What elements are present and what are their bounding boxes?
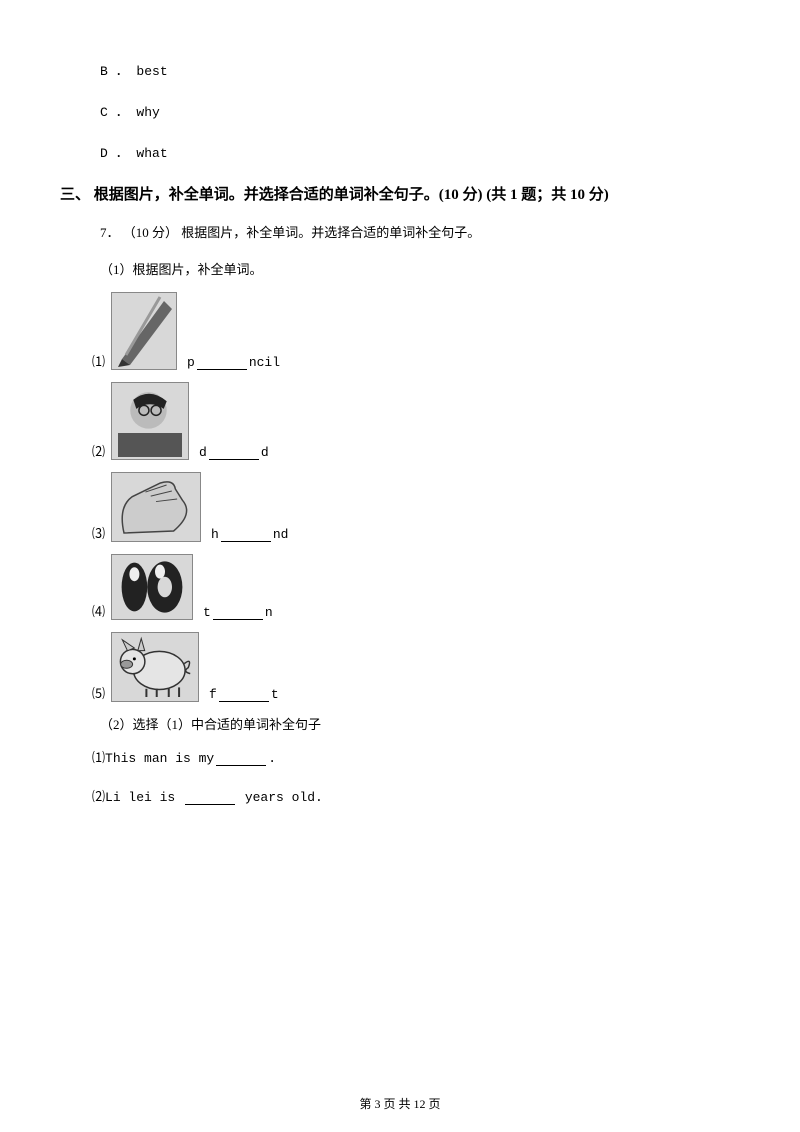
option-text: why [136, 105, 159, 120]
item-image [111, 632, 199, 702]
option-d: D ． what [100, 142, 740, 161]
question-num: 7． [100, 225, 120, 240]
word-item: ⑵ d d [92, 382, 740, 460]
option-text: what [136, 146, 167, 161]
word-item: ⑸ f t [92, 632, 740, 702]
item-number: ⑸ [92, 683, 105, 702]
item-number: ⑶ [92, 523, 105, 542]
word-prefix: t [203, 605, 211, 620]
word-suffix: ncil [249, 355, 280, 370]
question-text: 根据图片，补全单词。并选择合适的单词补全句子。 [181, 225, 480, 240]
section-title-text: 根据图片，补全单词。并选择合适的单词补全句子。(10 分) (共 1 题；共 1… [94, 187, 609, 203]
word-prefix: h [211, 527, 219, 542]
word-item: ⑶ h nd [92, 472, 740, 542]
question-7: 7． （10 分） 根据图片，补全单词。并选择合适的单词补全句子。 [100, 222, 740, 241]
sentence-post: . [268, 751, 276, 766]
part2-sentences: ⑴This man is my. ⑵Li lei is years old. [60, 747, 740, 805]
item-number: ⑴ [92, 351, 105, 370]
word-prefix: p [187, 355, 195, 370]
fill-blank[interactable] [197, 355, 247, 370]
sentence-number: ⑴ [92, 751, 105, 766]
sentence-post: years old. [237, 790, 323, 805]
item-image [111, 292, 177, 370]
option-letter: B [100, 64, 108, 79]
option-text: best [136, 64, 167, 79]
option-letter: D [100, 146, 108, 161]
fill-blank[interactable] [221, 527, 271, 542]
part1-items: ⑴ p ncil ⑵ d d ⑶ [60, 292, 740, 702]
fill-blank[interactable] [216, 751, 266, 766]
part1-label: （1）根据图片，补全单词。 [100, 259, 740, 278]
sentence-item: ⑴This man is my. [92, 747, 740, 766]
word-prefix: d [199, 445, 207, 460]
word-item: ⑷ t n [92, 554, 740, 620]
word-suffix: n [265, 605, 273, 620]
item-image [111, 382, 189, 460]
fill-blank[interactable] [219, 687, 269, 702]
option-letter: C [100, 105, 108, 120]
word-item: ⑴ p ncil [92, 292, 740, 370]
option-c: C ． why [100, 101, 740, 120]
sentence-pre: This man is my [105, 751, 214, 766]
option-b: B ． best [100, 60, 740, 79]
page-footer: 第 3 页 共 12 页 [60, 1095, 740, 1112]
word-suffix: nd [273, 527, 289, 542]
word-suffix: t [271, 687, 279, 702]
section-number: 三、 [60, 187, 90, 203]
question-points: （10 分） [123, 225, 178, 240]
word-prefix: f [209, 687, 217, 702]
sentence-item: ⑵Li lei is years old. [92, 786, 740, 805]
item-number: ⑷ [92, 601, 105, 620]
section-heading: 三、 根据图片，补全单词。并选择合适的单词补全句子。(10 分) (共 1 题；… [60, 183, 740, 204]
sentence-pre: Li lei is [105, 790, 183, 805]
fill-blank[interactable] [213, 605, 263, 620]
item-image [111, 554, 193, 620]
word-suffix: d [261, 445, 269, 460]
part2-label: （2）选择（1）中合适的单词补全句子 [100, 714, 740, 733]
fill-blank[interactable] [209, 445, 259, 460]
item-image [111, 472, 201, 542]
item-number: ⑵ [92, 441, 105, 460]
fill-blank[interactable] [185, 790, 235, 805]
sentence-number: ⑵ [92, 790, 105, 805]
